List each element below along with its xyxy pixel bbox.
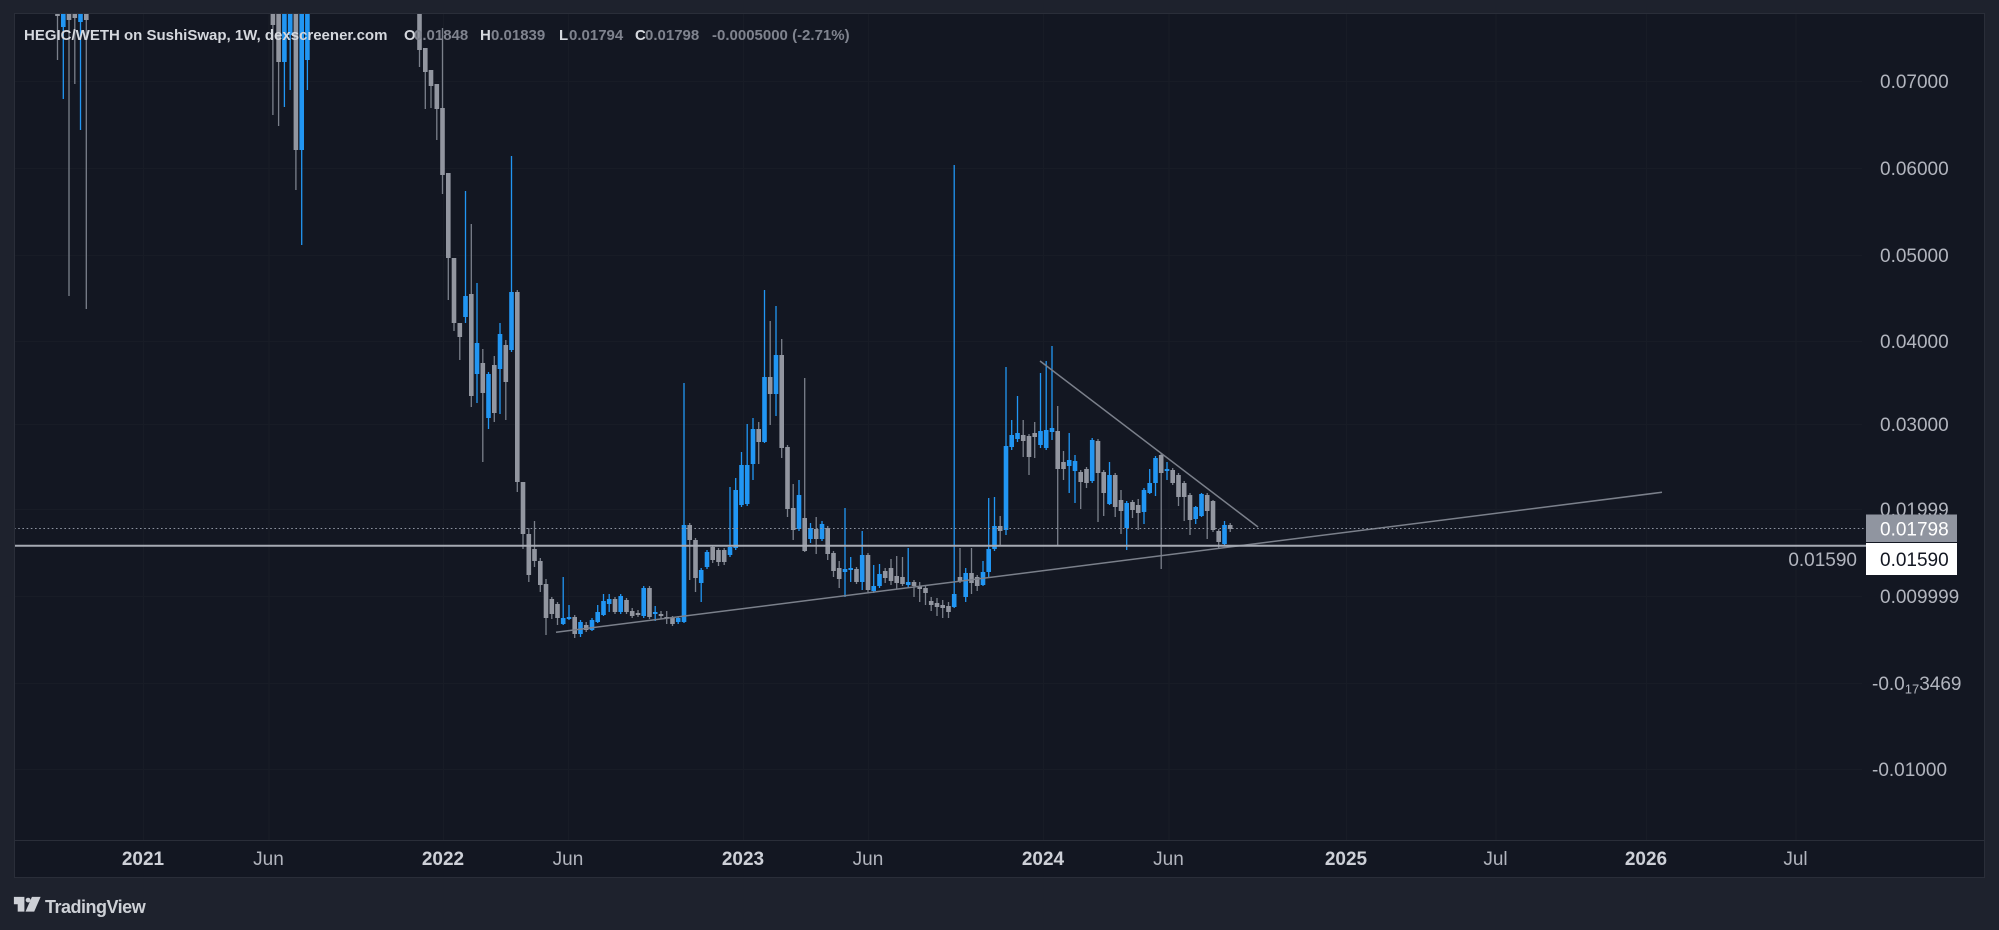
svg-text:H: H: [480, 27, 491, 44]
svg-text:0.01848: 0.01848: [414, 27, 468, 44]
svg-text:C: C: [635, 27, 646, 44]
svg-text:2023: 2023: [722, 849, 764, 870]
svg-text:Jul: Jul: [1783, 849, 1807, 870]
svg-text:0.01839: 0.01839: [491, 27, 545, 44]
svg-text:2024: 2024: [1022, 849, 1065, 870]
svg-text:0.06000: 0.06000: [1880, 159, 1949, 180]
svg-text:0.01794: 0.01794: [569, 27, 624, 44]
svg-text:2026: 2026: [1625, 849, 1667, 870]
svg-text:TradingView: TradingView: [45, 897, 147, 917]
svg-text:2022: 2022: [422, 849, 464, 870]
svg-text:L: L: [559, 27, 568, 44]
svg-text:Jun: Jun: [1153, 849, 1184, 870]
svg-text:0.01590: 0.01590: [1788, 550, 1857, 571]
svg-text:O: O: [404, 27, 416, 44]
svg-text:HEGIC/WETH on SushiSwap, 1W, d: HEGIC/WETH on SushiSwap, 1W, dexscreener…: [24, 27, 387, 44]
svg-text:0.009999: 0.009999: [1880, 587, 1959, 608]
svg-text:2025: 2025: [1325, 849, 1368, 870]
svg-text:2021: 2021: [122, 849, 165, 870]
svg-text:0.03000: 0.03000: [1880, 415, 1949, 436]
svg-text:0.01798: 0.01798: [1880, 519, 1949, 540]
svg-text:-0.0005000 (-2.71%): -0.0005000 (-2.71%): [712, 27, 850, 44]
svg-text:Jun: Jun: [853, 849, 884, 870]
svg-text:-0.01000: -0.01000: [1872, 760, 1947, 781]
svg-text:Jul: Jul: [1483, 849, 1507, 870]
svg-text:0.07000: 0.07000: [1880, 72, 1949, 93]
svg-text:0.05000: 0.05000: [1880, 246, 1949, 267]
svg-text:Jun: Jun: [253, 849, 284, 870]
svg-text:0.01590: 0.01590: [1880, 550, 1949, 571]
svg-text:0.04000: 0.04000: [1880, 332, 1949, 353]
svg-text:-0.0173469: -0.0173469: [1872, 674, 1962, 697]
svg-text:Jun: Jun: [553, 849, 584, 870]
svg-text:0.01798: 0.01798: [645, 27, 699, 44]
